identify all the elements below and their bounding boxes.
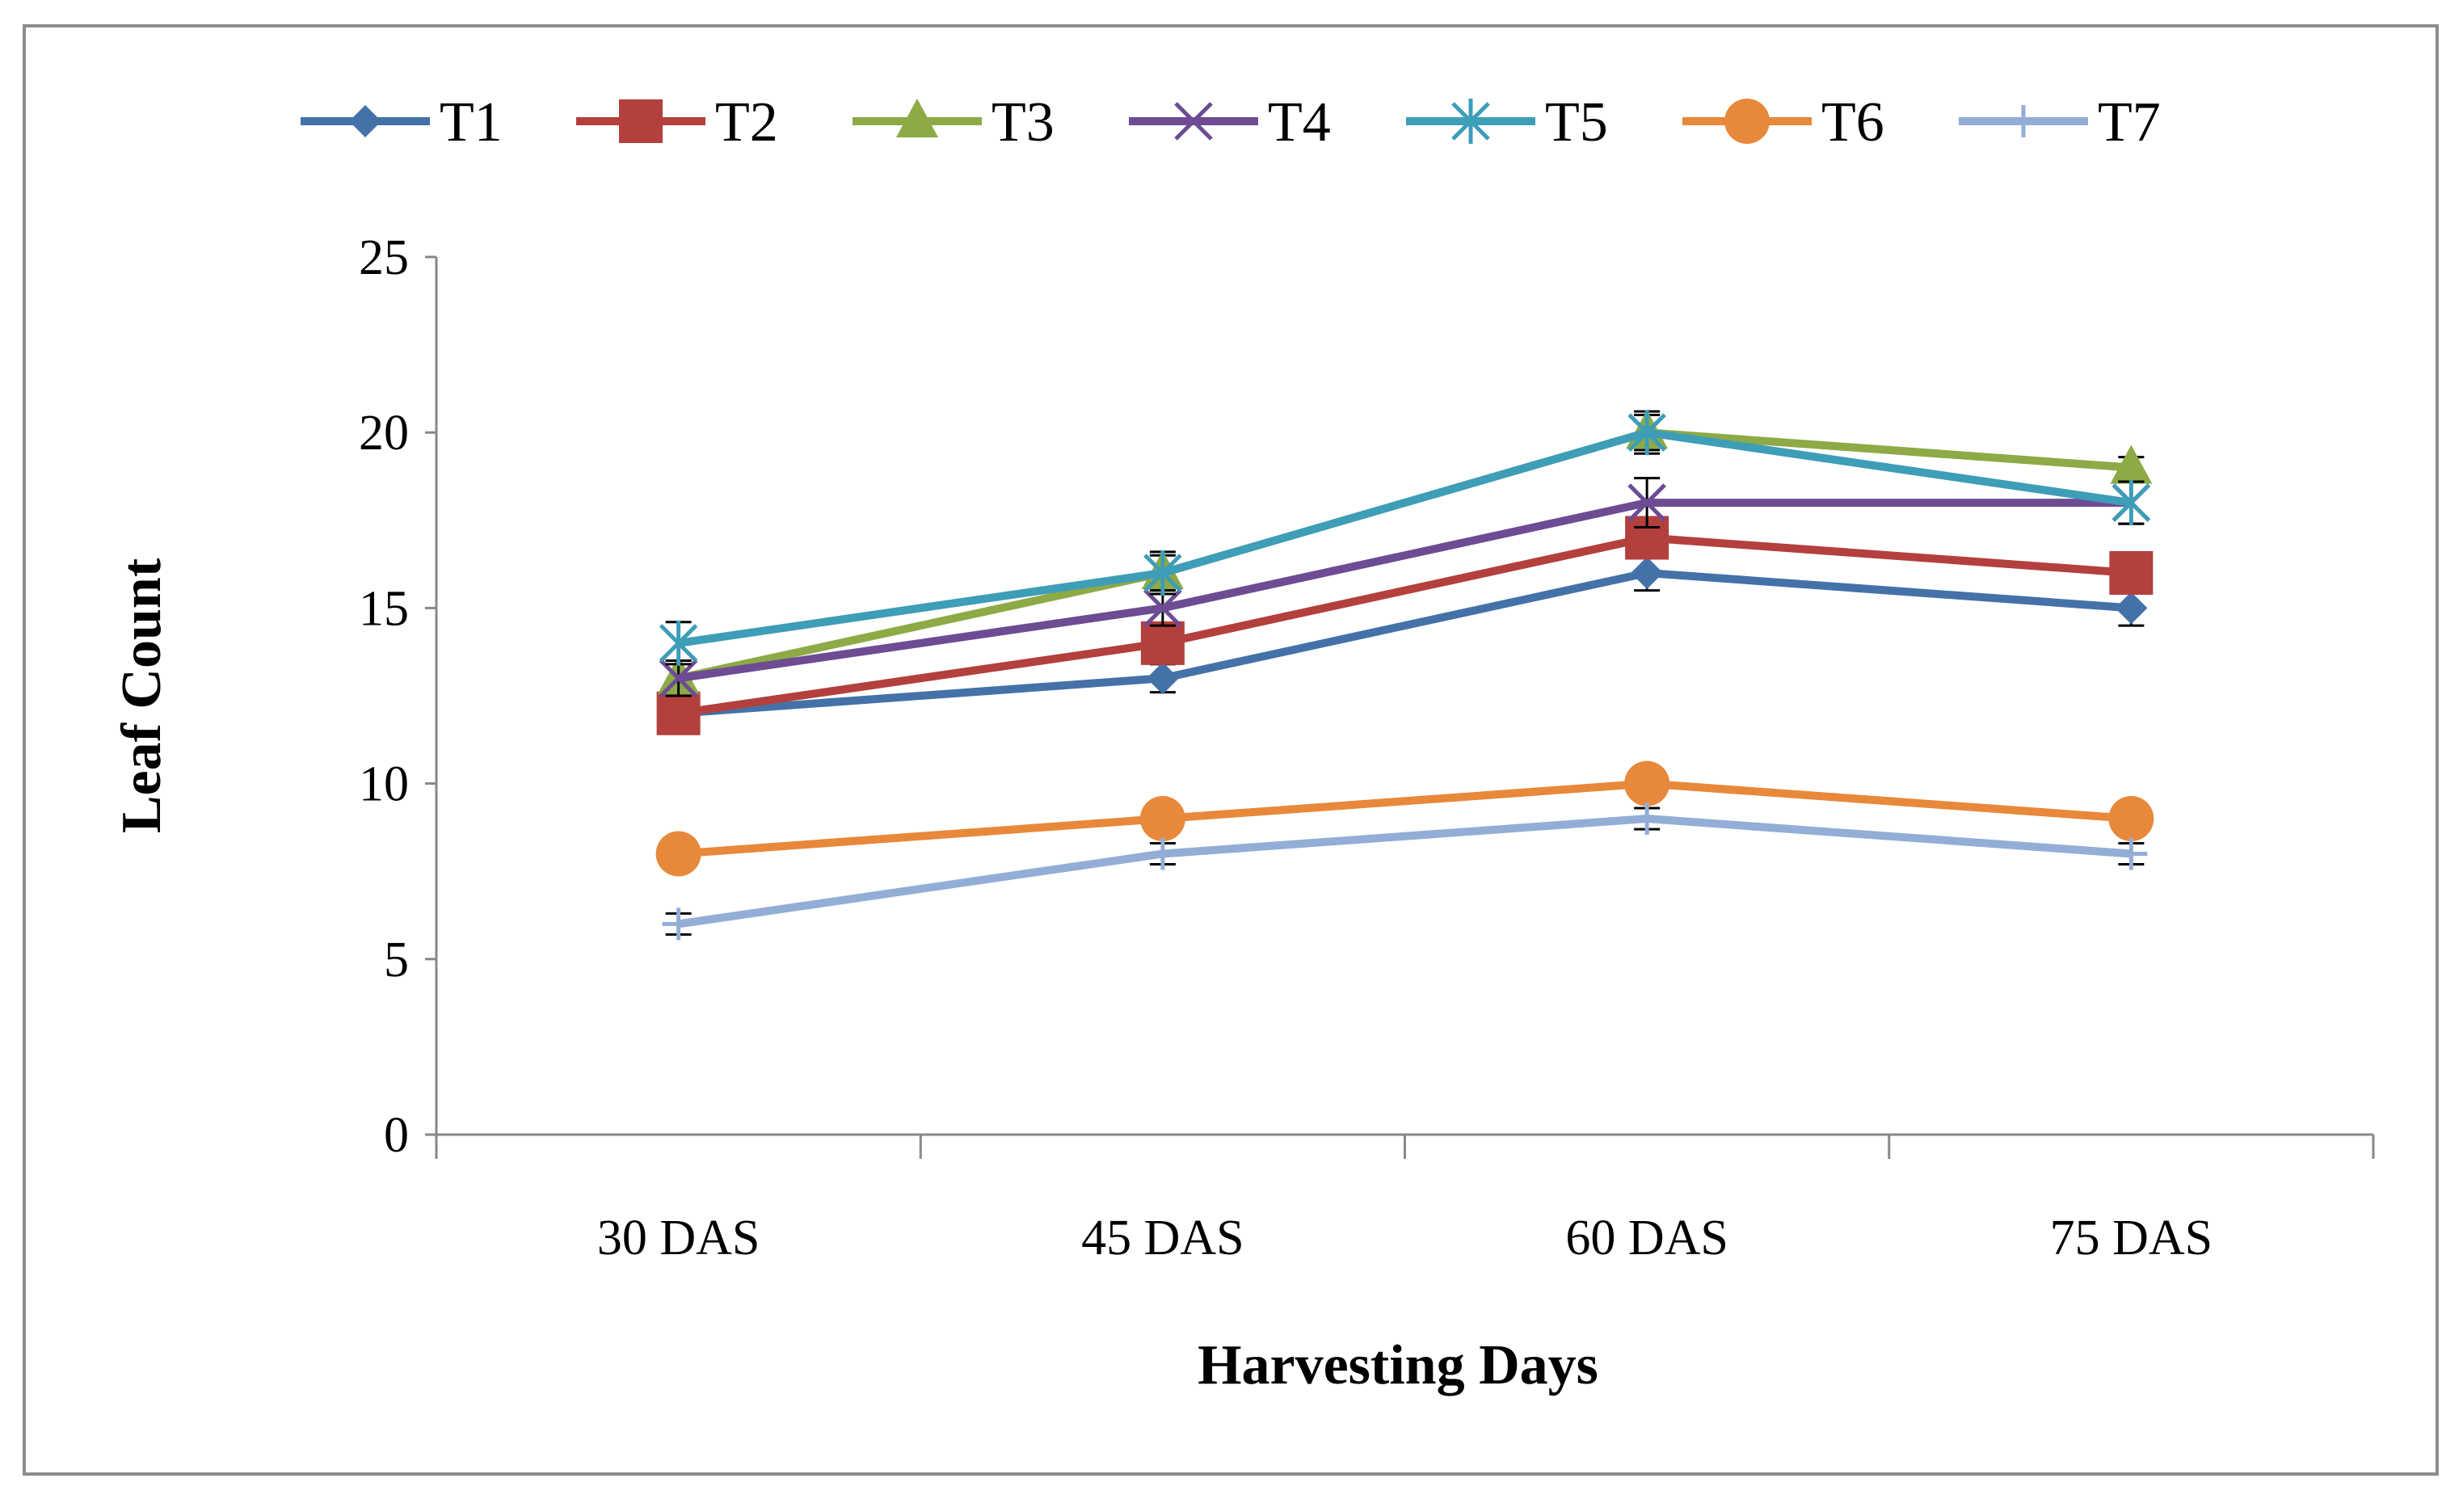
legend-marker-square <box>619 99 663 143</box>
legend-item-t4: T4 <box>1129 91 1331 154</box>
y-tick-label: 0 <box>384 1108 409 1163</box>
legend-marker-triangle <box>896 99 938 137</box>
x-tick-label: 60 DAS <box>1565 1211 1728 1266</box>
data-point-t7 <box>2115 837 2148 870</box>
legend-label: T2 <box>715 91 778 154</box>
y-ticks: 0 5 10 15 20 25 <box>359 230 436 1163</box>
x-axis-title: Harvesting Days <box>1198 1334 1598 1396</box>
legend-marker-circle <box>1724 99 1770 144</box>
legend-item-t1: T1 <box>301 91 503 154</box>
data-point-t4 <box>1143 588 1182 628</box>
x-ticks: 30 DAS 45 DAS 60 DAS 75 DAS <box>435 1135 2375 1266</box>
legend-marker-star <box>1451 99 1490 144</box>
series-t5 <box>659 410 2151 666</box>
series-line-t4 <box>677 499 2132 683</box>
series-line-t1 <box>678 568 2132 718</box>
legend-item-t5: T5 <box>1406 91 1608 154</box>
chart-frame <box>23 24 2439 1476</box>
legend-label: T7 <box>2098 91 2161 154</box>
data-point-t6 <box>1624 760 1670 807</box>
legend-marker-x <box>1174 102 1213 141</box>
series-t6 <box>655 760 2154 877</box>
legend-label: T5 <box>1545 91 1608 154</box>
data-point-t1 <box>2115 592 2148 625</box>
series-line-t7 <box>677 815 2132 929</box>
y-tick-label: 25 <box>359 230 409 285</box>
data-point-t2 <box>1140 621 1185 665</box>
y-tick-label: 15 <box>359 581 409 636</box>
x-tick-label: 45 DAS <box>1081 1211 1244 1266</box>
data-point-t7 <box>662 908 695 941</box>
series-t7 <box>662 802 2148 941</box>
y-axis-title: Leaf Count <box>111 558 173 833</box>
data-point-t2 <box>2109 550 2154 595</box>
legend-item-t3: T3 <box>853 91 1055 154</box>
x-tick-label: 75 DAS <box>2050 1211 2213 1266</box>
legend-label: T4 <box>1268 91 1331 154</box>
legend-marker-plus <box>2007 105 2040 137</box>
legend-item-t2: T2 <box>576 91 778 154</box>
legend-item-t7: T7 <box>1959 91 2161 154</box>
y-tick-label: 5 <box>384 933 409 988</box>
data-point-t1 <box>1146 662 1179 695</box>
data-point-t5 <box>1143 550 1182 596</box>
series-line-t2 <box>677 533 2132 718</box>
legend-label: T1 <box>440 91 503 154</box>
data-point-t3 <box>2110 444 2153 484</box>
data-point-t4 <box>1627 483 1666 522</box>
data-point-t7 <box>1631 802 1664 836</box>
legend: T1 T2 T3 T4 T5 T6 T7 <box>301 91 2161 154</box>
data-point-t1 <box>1631 556 1664 589</box>
series-layer <box>655 410 2154 941</box>
data-point-t5 <box>659 620 698 666</box>
legend-label: T3 <box>992 91 1055 154</box>
series-line-t5 <box>677 428 2132 647</box>
data-point-t2 <box>656 691 701 735</box>
legend-marker-diamond <box>349 105 381 137</box>
series-line-t6 <box>678 779 2132 858</box>
legend-label: T6 <box>1821 91 1884 154</box>
x-tick-label: 30 DAS <box>597 1211 760 1266</box>
data-point-t6 <box>1139 796 1185 842</box>
data-point-t6 <box>2108 796 2154 842</box>
series-t2 <box>656 516 2154 735</box>
data-point-t6 <box>655 831 701 877</box>
data-point-t5 <box>2111 480 2151 526</box>
legend-item-t6: T6 <box>1682 91 1884 154</box>
series-t4 <box>659 477 2151 698</box>
y-tick-label: 20 <box>359 406 409 461</box>
data-point-t5 <box>1627 410 1666 456</box>
data-point-t4 <box>659 659 698 698</box>
y-tick-label: 10 <box>359 757 409 812</box>
series-t1 <box>662 554 2148 730</box>
data-point-t7 <box>1146 837 1179 870</box>
